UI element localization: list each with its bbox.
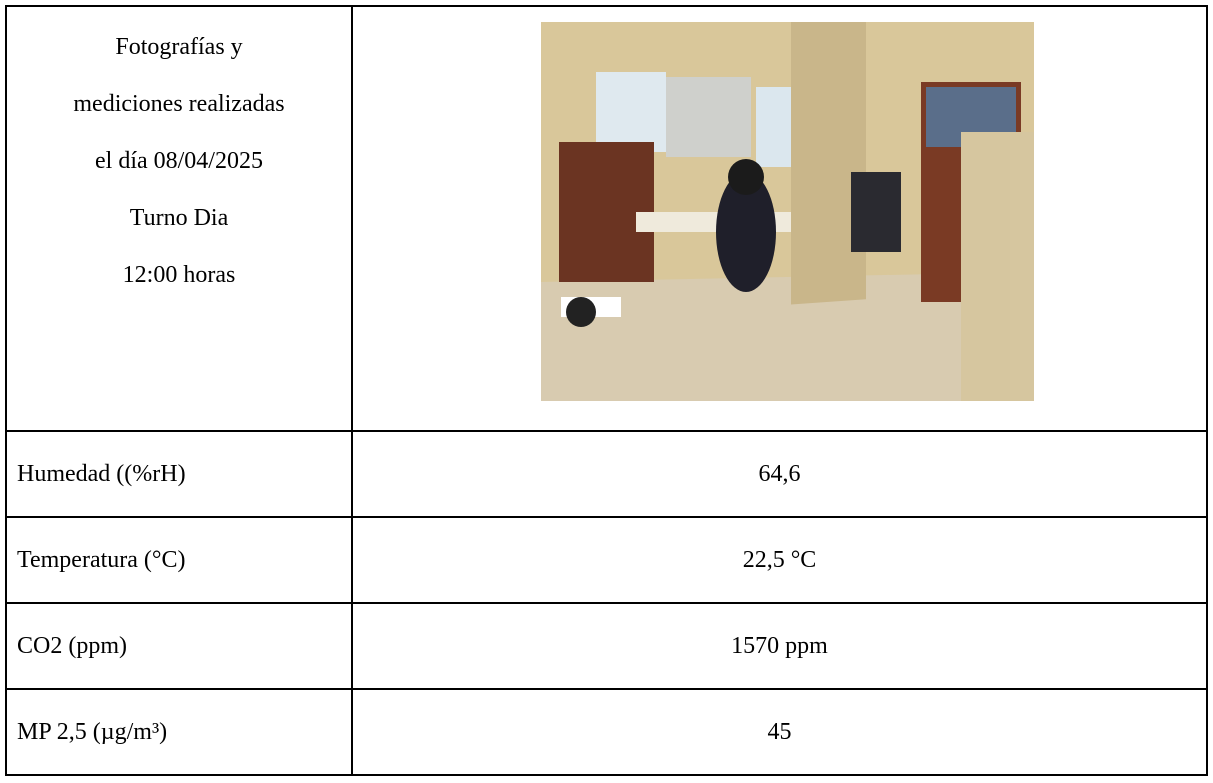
header-line: el día 08/04/2025 — [95, 148, 263, 174]
data-row: Humedad ((%rH) 64,6 — [5, 430, 1208, 518]
header-line: Turno Dia — [129, 205, 229, 231]
data-row: Temperatura (°C) 22,5 °C — [5, 516, 1208, 604]
row-value: 1570 ppm — [351, 602, 1208, 690]
row-label: CO2 (ppm) — [5, 602, 353, 690]
row-value: 45 — [351, 688, 1208, 776]
photo — [541, 22, 1034, 401]
row-label: MP 2,5 (µg/m³) — [5, 688, 353, 776]
photo-cell — [351, 5, 1208, 432]
header-line: 12:00 horas — [122, 262, 236, 288]
row-label: Temperatura (°C) — [5, 516, 353, 604]
row-value: 22,5 °C — [351, 516, 1208, 604]
row-label: Humedad ((%rH) — [5, 430, 353, 518]
measurement-table: Fotografías y mediciones realizadas el d… — [5, 5, 1208, 776]
header-cell: Fotografías y mediciones realizadas el d… — [5, 5, 353, 432]
row-value: 64,6 — [351, 430, 1208, 518]
data-row: CO2 (ppm) 1570 ppm — [5, 602, 1208, 690]
header-row: Fotografías y mediciones realizadas el d… — [5, 5, 1208, 432]
data-row: MP 2,5 (µg/m³) 45 — [5, 688, 1208, 776]
header-line: Fotografías y — [115, 34, 243, 60]
header-line: mediciones realizadas — [73, 91, 285, 117]
